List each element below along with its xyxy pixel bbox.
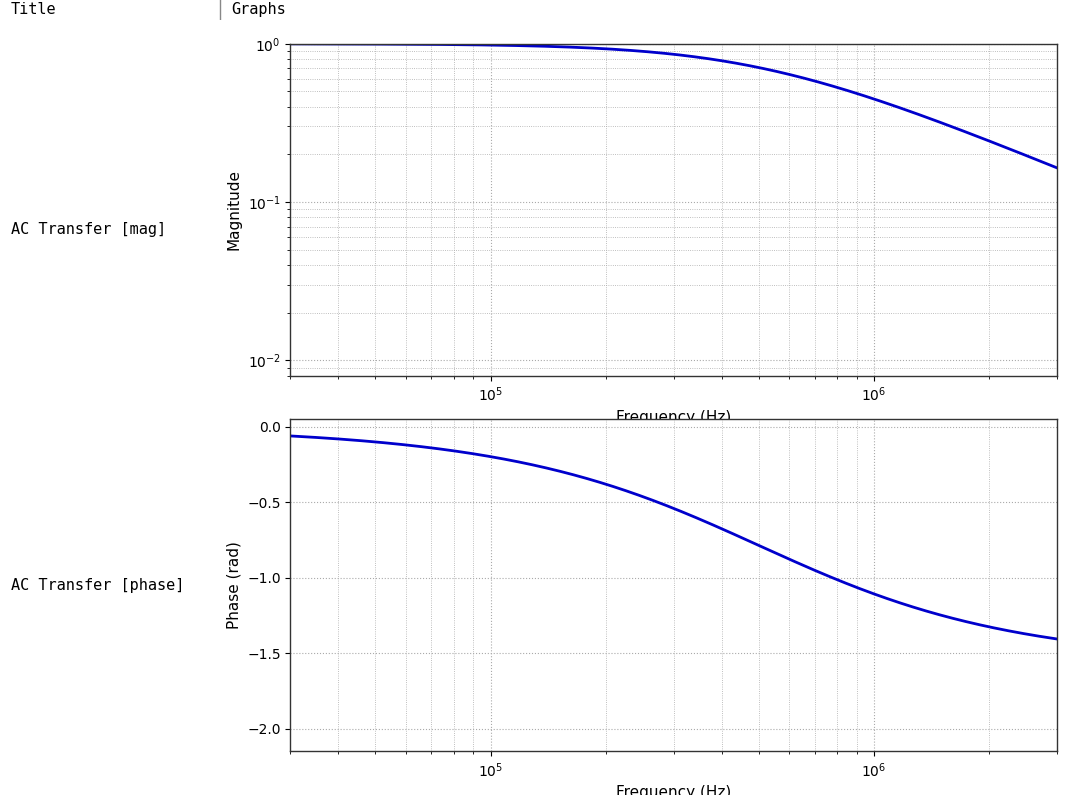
Text: AC Transfer [phase]: AC Transfer [phase] [11,578,185,593]
Text: Graphs: Graphs [231,2,286,17]
Y-axis label: Phase (rad): Phase (rad) [227,541,242,630]
Text: Title: Title [11,2,56,17]
X-axis label: Frequency (Hz): Frequency (Hz) [616,409,731,425]
Y-axis label: Magnitude: Magnitude [227,169,242,250]
Text: AC Transfer [mag]: AC Transfer [mag] [11,222,166,237]
X-axis label: Frequency (Hz): Frequency (Hz) [616,785,731,795]
